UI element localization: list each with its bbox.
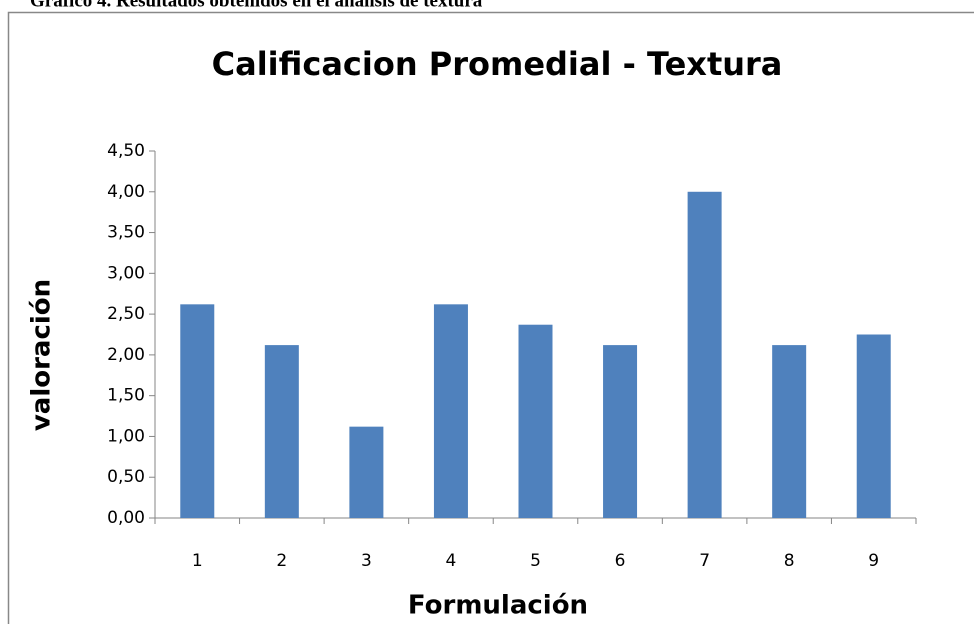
y-tick-label: 1,50 bbox=[107, 386, 145, 406]
bar bbox=[687, 191, 722, 518]
y-tick-label: 0,00 bbox=[107, 508, 145, 528]
bar bbox=[264, 345, 299, 518]
x-tick-label: 6 bbox=[615, 551, 626, 571]
bar bbox=[180, 304, 215, 518]
bar bbox=[772, 345, 807, 518]
x-tick-label: 3 bbox=[361, 551, 372, 571]
y-tick-label: 0,50 bbox=[107, 467, 145, 487]
caption: Gráfico 4. Resultados obtenidos en el an… bbox=[30, 0, 483, 11]
chart-title: Calificacion Promedial - Textura bbox=[212, 45, 783, 83]
y-tick-label: 2,00 bbox=[107, 345, 145, 365]
x-tick-label: 7 bbox=[699, 551, 710, 571]
x-axis-label: Formulación bbox=[408, 591, 588, 621]
x-tick-label: 1 bbox=[192, 551, 203, 571]
x-tick-label: 4 bbox=[446, 551, 457, 571]
y-tick-label: 3,00 bbox=[107, 263, 145, 283]
bar bbox=[349, 426, 384, 518]
bar bbox=[856, 334, 891, 518]
y-tick-label: 4,50 bbox=[107, 141, 145, 161]
x-tick-label: 5 bbox=[530, 551, 541, 571]
y-tick-label: 4,00 bbox=[107, 182, 145, 202]
y-tick-label: 3,50 bbox=[107, 223, 145, 243]
y-tick-label: 1,00 bbox=[107, 426, 145, 446]
x-tick-label: 9 bbox=[868, 551, 879, 571]
x-tick-label: 8 bbox=[784, 551, 795, 571]
y-tick-label: 2,50 bbox=[107, 304, 145, 324]
y-axis-label: valoración bbox=[27, 279, 57, 431]
bar bbox=[518, 324, 553, 518]
bar bbox=[433, 304, 468, 518]
x-tick-label: 2 bbox=[276, 551, 287, 571]
chart-frame bbox=[7, 11, 974, 624]
bar bbox=[603, 345, 638, 518]
